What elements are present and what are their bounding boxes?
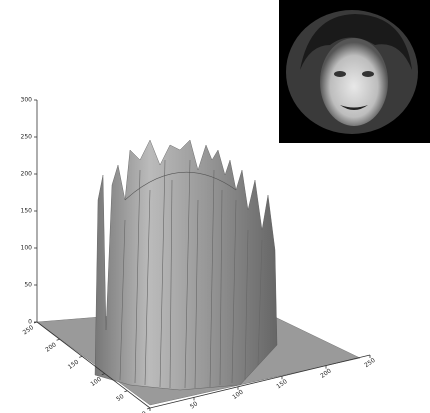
y-tick-label: 100 xyxy=(89,376,103,388)
x-tick-label: 200 xyxy=(319,367,333,379)
y-tick-label: 50 xyxy=(115,393,125,403)
y-tick xyxy=(57,339,60,340)
x-tick-label: 50 xyxy=(189,400,199,410)
y-tick xyxy=(79,356,82,357)
z-tick-label: 300 xyxy=(21,97,33,104)
y-tick-label: 200 xyxy=(44,341,58,353)
page: 0501001502002503000501001502002500501001… xyxy=(0,0,430,413)
y-tick xyxy=(147,408,150,409)
z-tick-label: 250 xyxy=(21,134,33,141)
x-tick-label: 250 xyxy=(363,357,377,369)
z-tick-label: 200 xyxy=(21,171,33,178)
inset-photo xyxy=(279,0,430,143)
z-tick-label: 100 xyxy=(21,245,33,252)
x-tick-label: 100 xyxy=(231,389,245,401)
y-tick-label: 150 xyxy=(67,358,81,370)
y-tick-label: 250 xyxy=(22,324,36,336)
surface-plot xyxy=(37,140,360,405)
z-tick-label: 150 xyxy=(21,208,33,215)
x-tick-label: 150 xyxy=(275,378,289,390)
y-tick xyxy=(124,391,127,392)
z-tick-label: 50 xyxy=(24,282,32,289)
